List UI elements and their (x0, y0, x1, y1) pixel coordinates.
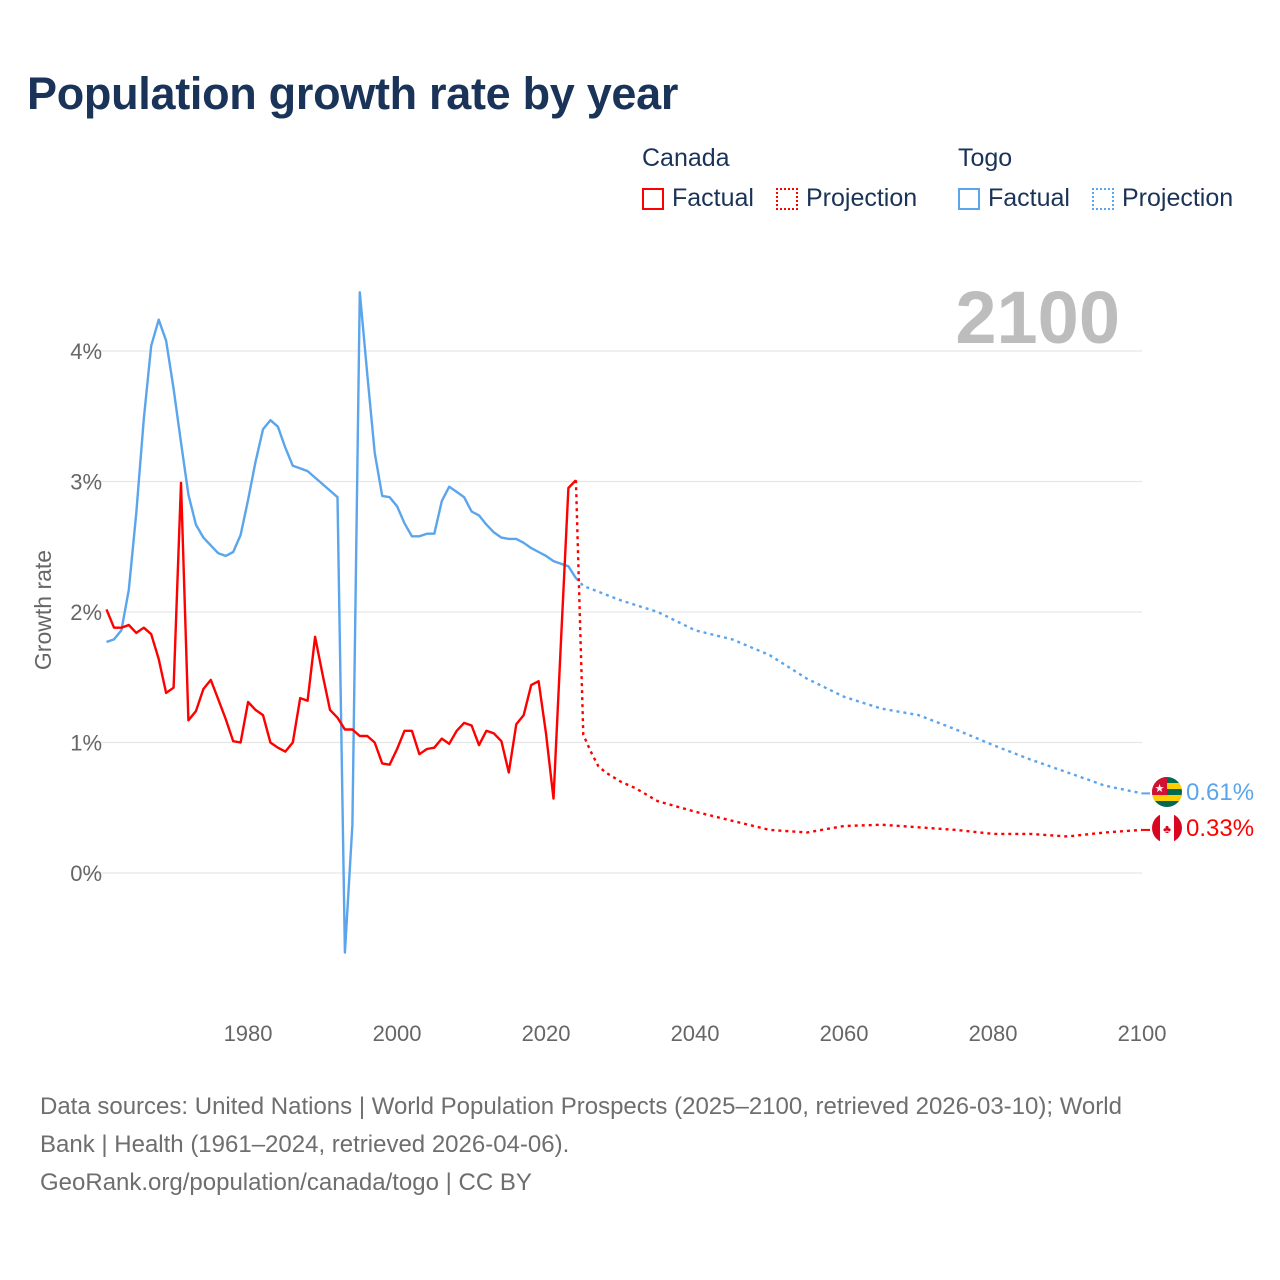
legend-country-label: Togo (958, 144, 1013, 172)
legend-togo-projection[interactable]: Projection (1091, 184, 1234, 213)
current-year-label: 2100 (955, 276, 1120, 359)
dotted-swatch-icon (1091, 187, 1114, 210)
togo-flag-icon: ★ (1152, 777, 1182, 807)
canada-projection-line (574, 480, 1143, 838)
legend-label: Projection (805, 184, 918, 212)
solid-swatch-icon (958, 187, 980, 210)
dotted-swatch-icon (775, 187, 798, 210)
y-tick-label: 2% (70, 600, 102, 625)
data-sources-text-cont: Bank | Health (1961–2024, retrieved 2026… (40, 1131, 570, 1158)
footer: Data sources: United Nations | World Pop… (40, 1088, 1240, 1202)
legend-canada: Canada Factual Projection (642, 144, 939, 213)
legend-canada-projection[interactable]: Projection (775, 184, 918, 213)
y-tick-label: 4% (70, 339, 102, 364)
attribution-link[interactable]: GeoRank.org/population/canada/togo | CC … (40, 1169, 532, 1196)
togo-projection-line (575, 577, 1143, 795)
canada-factual-line (105, 479, 577, 800)
svg-text:♣: ♣ (1163, 822, 1171, 836)
legend-label: Projection (1121, 184, 1234, 212)
x-tick-label: 2100 (1118, 1021, 1167, 1046)
y-tick-label: 1% (70, 731, 102, 756)
canada-end-value-label: 0.33% (1186, 815, 1254, 842)
x-tick-label: 1980 (224, 1021, 273, 1046)
legend-togo-factual[interactable]: Factual (958, 184, 1070, 213)
x-tick-label: 2000 (373, 1021, 422, 1046)
data-sources-text: Data sources: United Nations | World Pop… (40, 1093, 1122, 1120)
legend-canada-factual[interactable]: Factual (642, 184, 754, 213)
togo-end-value-label: 0.61% (1186, 779, 1254, 806)
canada-flag-icon: ♣ (1152, 813, 1182, 843)
legend-togo: Togo Factual Projection (958, 144, 1233, 213)
y-axis-label: Growth rate (30, 550, 56, 670)
svg-text:★: ★ (1155, 783, 1165, 795)
legend-country-label: Canada (642, 144, 730, 172)
y-tick-label: 3% (70, 470, 102, 495)
x-tick-label: 2080 (969, 1021, 1018, 1046)
chart-title: Population growth rate by year (27, 68, 679, 119)
x-tick-label: 2060 (820, 1021, 869, 1046)
x-tick-label: 2040 (671, 1021, 720, 1046)
legend-label: Factual (672, 184, 754, 212)
y-tick-label: 0% (70, 861, 102, 886)
x-tick-label: 2020 (522, 1021, 571, 1046)
solid-swatch-icon (642, 187, 664, 210)
legend-label: Factual (988, 184, 1070, 212)
